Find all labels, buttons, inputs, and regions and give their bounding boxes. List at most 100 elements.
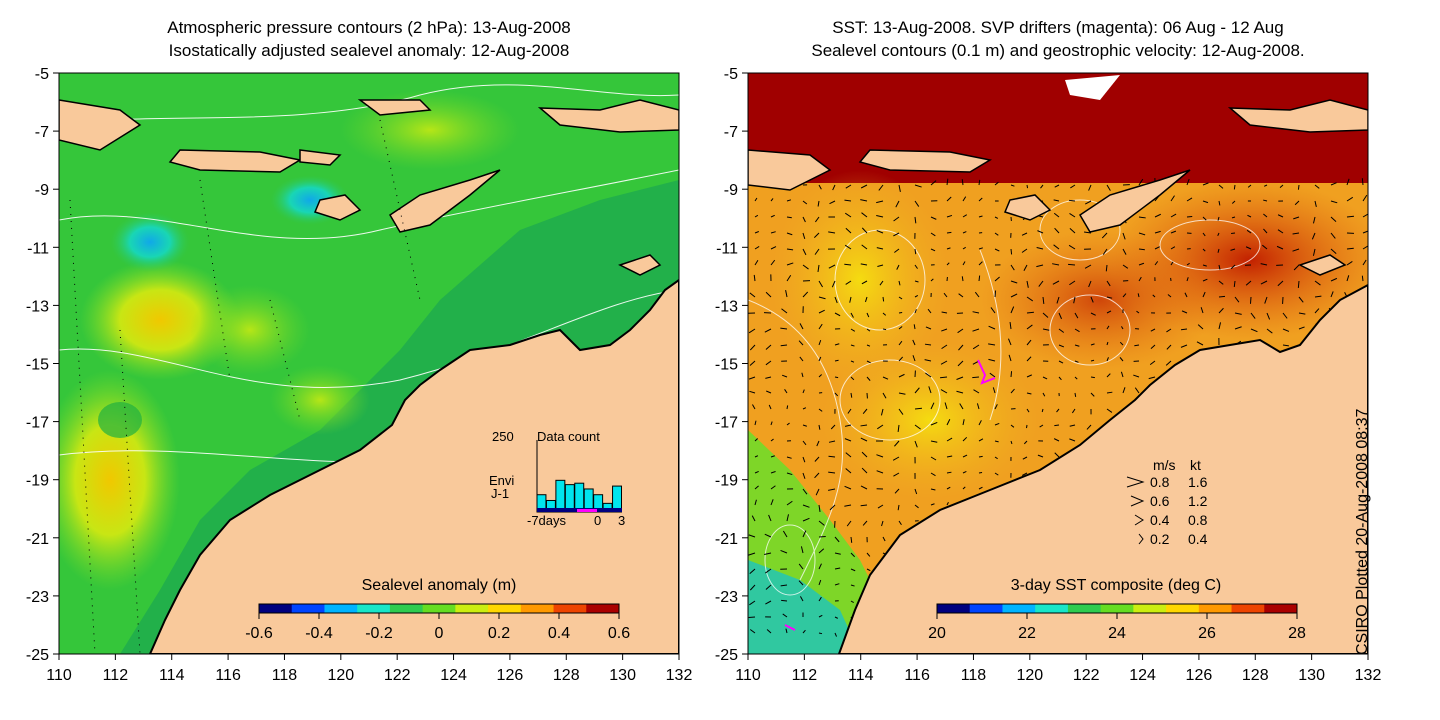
velocity-arrow	[978, 420, 982, 426]
velocity-arrow	[844, 263, 852, 266]
velocity-arrow	[914, 248, 917, 255]
velocity-arrow	[1346, 247, 1354, 250]
left-y-tick-label: -5	[35, 66, 49, 83]
velocity-arrow	[866, 312, 870, 318]
velocity-arrow	[914, 488, 918, 495]
sealevel-colorbar-tick-label: -0.4	[305, 625, 333, 642]
right-x-tick-label: 128	[1242, 667, 1269, 684]
velocity-arrow	[1058, 312, 1063, 320]
velocity-arrow	[1023, 440, 1028, 445]
right-x-tick-label: 132	[1355, 667, 1382, 684]
velocity-arrow	[941, 344, 948, 350]
velocity-arrow	[1106, 310, 1112, 314]
sst-colorbar-cell	[1264, 604, 1298, 613]
velocity-arrow	[802, 504, 810, 508]
velocity-arrow	[786, 262, 794, 266]
velocity-arrow	[802, 472, 806, 479]
velocity-arrow	[877, 264, 884, 267]
velocity-arrow	[877, 504, 884, 509]
velocity-arrow	[770, 438, 774, 442]
australia-land-right	[837, 283, 1368, 654]
velocity-arrow	[1330, 200, 1338, 204]
inset-bar	[564, 484, 575, 513]
velocity-arrow	[1246, 229, 1252, 234]
velocity-arrow	[1330, 277, 1338, 282]
velocity-key-kt-header: kt	[1190, 457, 1201, 473]
velocity-arrow	[898, 340, 903, 346]
velocity-arrow	[1008, 338, 1012, 346]
sealevel-colorbar-cell	[455, 604, 489, 613]
velocity-arrow	[1137, 293, 1140, 298]
velocity-arrow	[1042, 392, 1046, 397]
velocity-arrow	[828, 231, 836, 234]
velocity-arrow	[1186, 178, 1190, 186]
velocity-arrow	[1282, 328, 1290, 332]
velocity-arrow	[1154, 246, 1160, 250]
velocity-arrow	[1090, 376, 1095, 379]
velocity-arrow	[957, 328, 964, 334]
sst-colorbar-tick-label: 28	[1288, 625, 1306, 642]
anomaly-high-2	[59, 370, 180, 590]
velocity-arrow	[1150, 344, 1156, 350]
velocity-arrow	[786, 274, 792, 282]
velocity-arrow	[961, 179, 964, 186]
velocity-arrow	[1056, 408, 1060, 413]
velocity-arrow	[882, 312, 887, 316]
velocity-arrow	[1217, 232, 1220, 237]
velocity-arrow	[895, 200, 900, 208]
sst-cyan-southwest	[748, 560, 860, 654]
velocity-arrow	[1245, 246, 1252, 250]
right-y-tick-label: -9	[724, 182, 738, 199]
velocity-arrow	[876, 200, 884, 204]
velocity-arrow	[834, 376, 839, 379]
left-x-tick-label: 126	[497, 667, 524, 684]
velocity-arrow	[957, 360, 964, 367]
right-axes: 110 112 114 116 118 120 122 124 126 128 130 132 -5 -7…	[715, 66, 1382, 684]
velocity-arrow	[878, 184, 884, 191]
velocity-arrow	[927, 308, 932, 314]
velocity-arrow	[765, 376, 772, 379]
velocity-arrow	[1166, 344, 1172, 350]
velocity-key: m/s kt 0.8 1.6 0.6 1.2 0.4 0.8 0.2 0.4	[1126, 457, 1208, 547]
velocity-arrow	[1106, 391, 1113, 394]
velocity-arrow	[1133, 374, 1140, 378]
velocity-key-ms: 0.6	[1150, 493, 1170, 509]
velocity-arrow	[770, 485, 776, 490]
sealevel-colorbar-tick-label: -0.6	[245, 625, 273, 642]
right-x-tick-label: 120	[1016, 667, 1043, 684]
sst-colorbar-cell	[937, 604, 971, 613]
velocity-arrow	[1090, 392, 1095, 397]
velocity-arrow	[1202, 264, 1207, 267]
velocity-arrow	[749, 292, 756, 298]
indonesia-islands-right	[748, 99, 1368, 276]
velocity-arrow	[914, 200, 920, 207]
velocity-arrow	[786, 248, 794, 251]
velocity-arrow	[860, 424, 868, 427]
velocity-key-arrow	[1126, 476, 1145, 488]
velocity-arrow	[1010, 440, 1013, 445]
velocity-arrow	[861, 451, 868, 458]
velocity-arrow	[1106, 341, 1109, 346]
left-x-tick-label: 118	[272, 667, 298, 684]
velocity-arrow	[1148, 376, 1156, 380]
velocity-arrow	[898, 373, 905, 378]
sealevel-colorbar-cell	[520, 604, 555, 613]
velocity-arrow	[1170, 195, 1175, 202]
australia-land-left	[148, 278, 679, 654]
velocity-arrow	[818, 504, 821, 512]
velocity-arrow	[894, 440, 900, 447]
velocity-arrow	[946, 231, 952, 234]
left-y-tick-label: -13	[26, 298, 49, 315]
velocity-arrow	[1022, 456, 1028, 460]
velocity-arrow	[1084, 264, 1092, 269]
velocity-arrow	[799, 356, 804, 362]
velocity-arrow	[972, 328, 980, 332]
velocity-arrow	[845, 280, 852, 285]
velocity-arrow	[1041, 408, 1044, 413]
velocity-arrow	[978, 455, 983, 458]
velocity-arrow	[850, 360, 855, 363]
velocity-arrow	[818, 309, 825, 314]
velocity-arrow	[1314, 308, 1320, 314]
velocity-arrow	[1010, 184, 1015, 187]
velocity-arrow	[1010, 371, 1013, 378]
